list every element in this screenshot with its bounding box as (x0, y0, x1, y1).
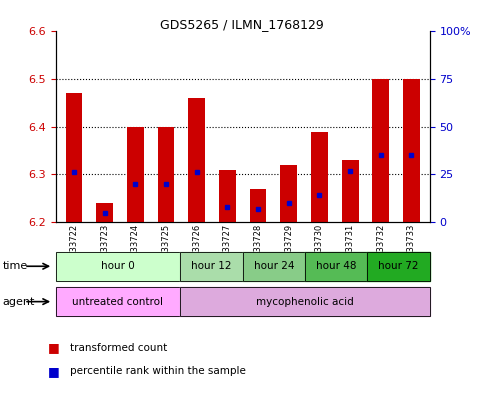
Text: hour 72: hour 72 (378, 261, 419, 271)
Text: ■: ■ (48, 365, 60, 378)
Bar (372, 79, 389, 222)
Text: transformed count: transformed count (70, 343, 167, 353)
Text: percentile rank within the sample: percentile rank within the sample (70, 366, 246, 376)
Bar (157, 127, 174, 222)
Text: mycophenolic acid: mycophenolic acid (256, 297, 354, 307)
Text: hour 24: hour 24 (254, 261, 294, 271)
Bar (127, 127, 144, 222)
Text: ■: ■ (48, 341, 60, 354)
Text: agent: agent (2, 297, 35, 307)
Text: hour 48: hour 48 (316, 261, 356, 271)
Text: hour 0: hour 0 (101, 261, 135, 271)
Text: time: time (2, 261, 28, 271)
Bar (280, 165, 297, 222)
Bar (219, 170, 236, 222)
Text: hour 12: hour 12 (191, 261, 232, 271)
Text: GDS5265 / ILMN_1768129: GDS5265 / ILMN_1768129 (159, 18, 324, 31)
Bar (66, 94, 83, 222)
Text: untreated control: untreated control (72, 297, 163, 307)
Bar (403, 79, 420, 222)
Bar (311, 132, 328, 222)
Bar (188, 98, 205, 222)
Bar (341, 160, 358, 222)
Bar (96, 203, 113, 222)
Bar (250, 189, 267, 222)
